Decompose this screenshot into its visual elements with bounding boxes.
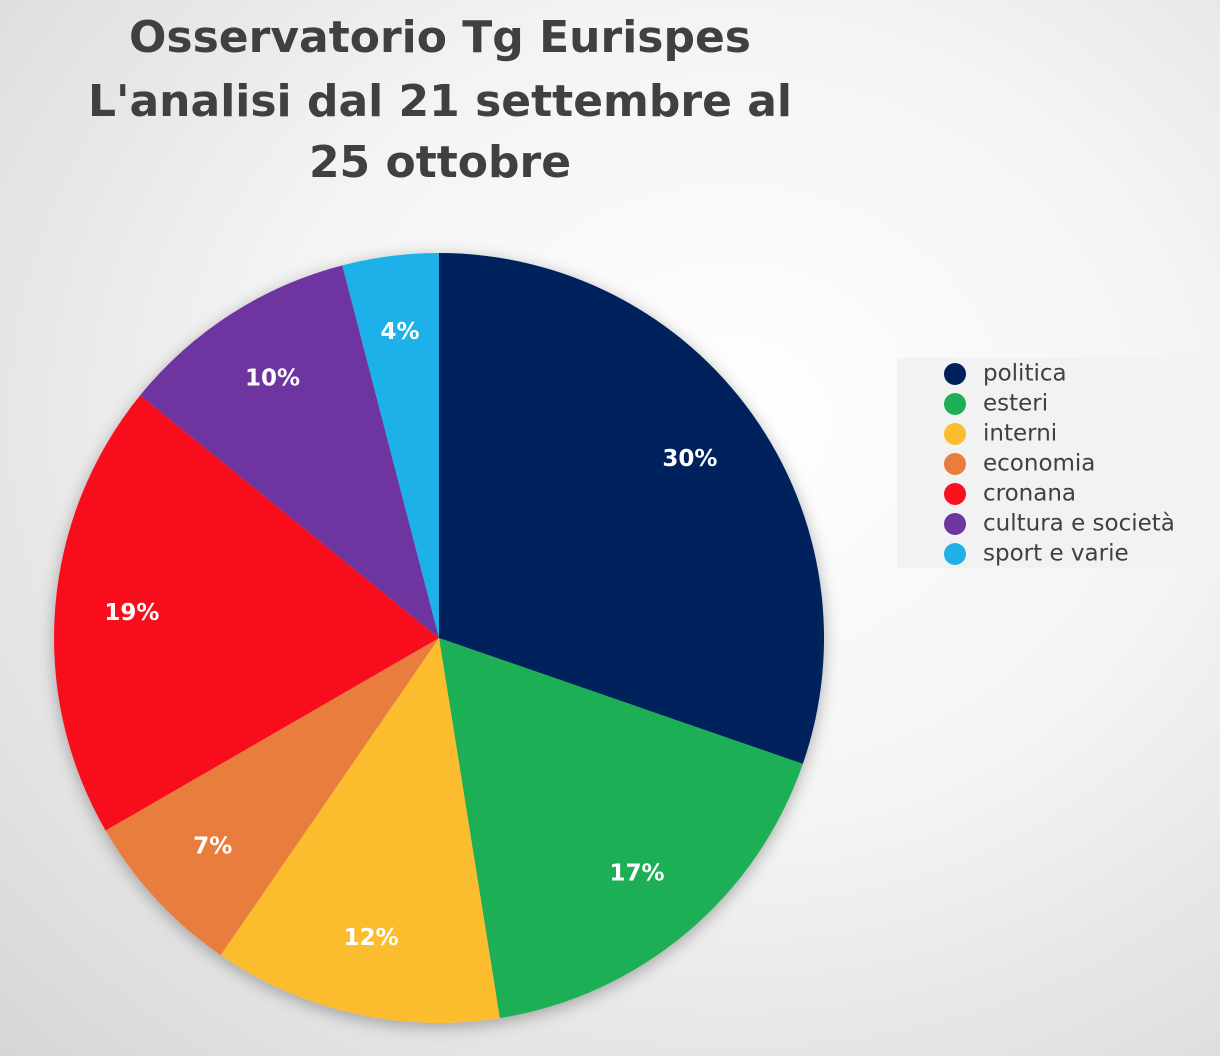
value-label: 17% [609,860,664,886]
legend-marker [944,483,966,505]
pie-slice [439,638,803,1019]
value-label: 19% [104,600,159,626]
legend-label: cultura e società [983,511,1175,537]
pie-slice [54,395,439,831]
legend-label: cronana [983,481,1076,507]
value-label: 12% [344,925,399,951]
legend-marker [944,423,966,445]
legend-marker [944,513,966,535]
pie-slice [220,638,500,1024]
legend-marker [944,363,966,385]
pie [54,253,824,1024]
legend-marker [944,453,966,475]
legend-marker [944,393,966,415]
value-label: 30% [662,446,717,472]
value-label: 10% [245,365,300,391]
pie-slice [342,253,439,638]
legend-label: sport e varie [983,541,1129,567]
legend-label: economia [983,451,1095,477]
value-label: 7% [193,833,232,859]
chart-title: Osservatorio Tg Eurispes [129,12,751,63]
chart-title: 25 ottobre [309,137,571,188]
legend-label: politica [983,361,1067,387]
pie-slice [439,253,824,764]
pie-slice [140,265,440,638]
legend-label: esteri [983,391,1048,417]
legend-label: interni [983,421,1057,447]
legend-marker [944,543,966,565]
pie-slice [105,638,439,956]
chart-title: L'analisi dal 21 settembre al [88,76,792,127]
value-label: 4% [380,319,419,345]
